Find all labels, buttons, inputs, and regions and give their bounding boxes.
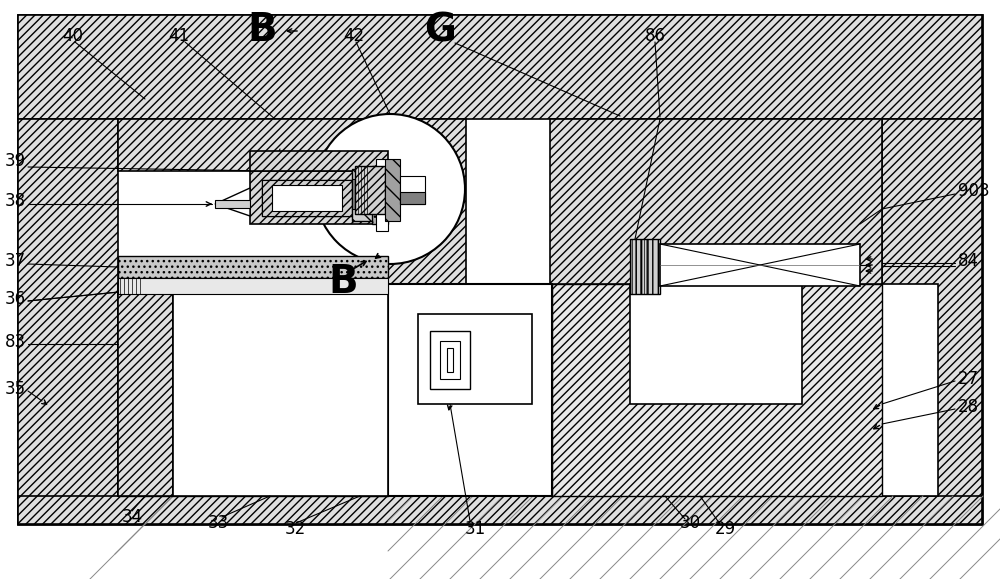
Text: 37: 37	[5, 252, 26, 270]
Bar	[440, 341, 460, 379]
Bar	[215, 200, 250, 208]
Bar	[118, 256, 388, 278]
Bar	[552, 284, 882, 496]
Text: 83: 83	[5, 333, 26, 351]
Text: G: G	[424, 11, 456, 49]
Bar	[18, 15, 982, 119]
Text: 86: 86	[645, 27, 666, 45]
Bar	[250, 171, 388, 224]
Text: 40: 40	[62, 27, 83, 45]
Bar	[262, 180, 352, 216]
Text: 35: 35	[5, 380, 26, 398]
Polygon shape	[552, 284, 882, 496]
Bar	[630, 239, 660, 294]
Bar	[272, 185, 342, 211]
Bar	[18, 496, 982, 524]
Text: 31: 31	[465, 520, 486, 538]
Bar	[400, 192, 425, 204]
Bar	[250, 151, 388, 171]
Bar	[447, 348, 453, 372]
Polygon shape	[215, 188, 250, 216]
Text: 28: 28	[958, 398, 979, 416]
Bar	[370, 169, 394, 184]
Bar	[118, 119, 388, 171]
Bar	[385, 159, 400, 221]
Bar	[118, 284, 938, 496]
Text: 29: 29	[715, 520, 736, 538]
Bar	[630, 284, 802, 404]
Text: 36: 36	[5, 290, 26, 308]
Text: 38: 38	[5, 192, 26, 210]
Text: 32: 32	[285, 520, 306, 538]
Bar	[173, 284, 388, 496]
Text: 27: 27	[958, 370, 979, 388]
Bar	[882, 119, 982, 524]
Bar	[352, 179, 372, 209]
Bar	[372, 166, 388, 224]
Text: 39: 39	[5, 152, 26, 170]
Bar	[18, 15, 982, 524]
Bar	[388, 284, 552, 496]
Text: 903: 903	[958, 182, 990, 200]
Bar	[550, 119, 882, 284]
Bar	[418, 314, 532, 404]
Text: 33: 33	[208, 514, 229, 532]
Bar	[118, 278, 388, 294]
Circle shape	[315, 114, 465, 264]
Text: B: B	[328, 263, 358, 301]
Bar	[355, 166, 385, 214]
Text: 30: 30	[680, 514, 701, 532]
Bar	[660, 244, 860, 286]
Bar	[352, 169, 388, 221]
Polygon shape	[118, 284, 388, 496]
Bar	[376, 159, 388, 231]
Bar	[388, 119, 466, 284]
Text: 41: 41	[168, 27, 189, 45]
Text: 42: 42	[343, 27, 364, 45]
Bar	[430, 331, 470, 389]
Text: 84: 84	[958, 252, 979, 270]
Bar	[262, 180, 352, 216]
Bar	[18, 119, 118, 524]
Bar	[173, 284, 388, 496]
Bar	[118, 284, 173, 496]
Text: B: B	[247, 11, 277, 49]
Bar	[400, 176, 425, 204]
Text: 34: 34	[122, 508, 143, 526]
